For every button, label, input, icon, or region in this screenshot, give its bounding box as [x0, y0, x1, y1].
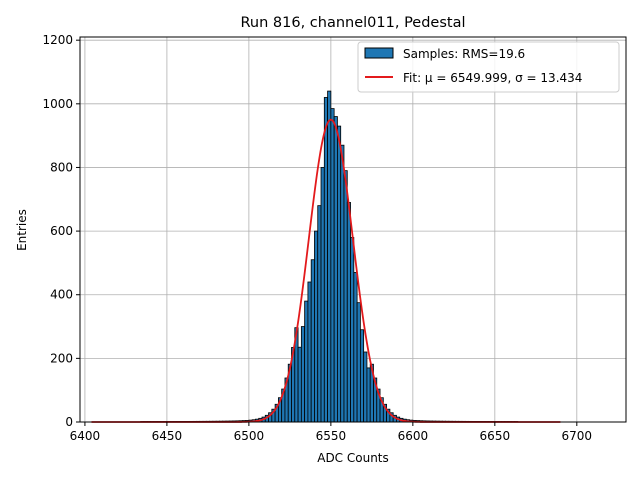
histogram-bar: [297, 346, 302, 423]
legend-box: [357, 41, 620, 93]
y-tick-label: 0: [65, 415, 73, 429]
legend-samples-label: Samples: RMS=19.6: [403, 47, 525, 61]
histogram-bar: [330, 108, 335, 423]
chart-title: Run 816, channel011, Pedestal: [240, 15, 465, 31]
x-axis-label: ADC Counts: [317, 451, 389, 465]
y-tick-label: 600: [50, 224, 73, 238]
plot-frame: [79, 36, 627, 423]
histogram-bar: [353, 272, 358, 423]
x-tick-label: 6600: [398, 429, 429, 443]
histogram-bar: [327, 90, 332, 423]
y-axis-label: Entries: [15, 209, 29, 251]
y-tick-label: 1200: [42, 33, 73, 47]
y-tick-label: 1000: [42, 97, 73, 111]
y-tick-label: 400: [50, 288, 73, 302]
histogram-bar: [310, 259, 315, 423]
x-tick-label: 6400: [70, 429, 101, 443]
histogram-bar: [359, 329, 365, 423]
x-tick-label: 6500: [234, 429, 265, 443]
histogram-bar: [356, 302, 361, 423]
histogram-bar: [320, 167, 325, 423]
x-tick-label: 6650: [480, 429, 511, 443]
histogram-bar: [363, 351, 368, 423]
legend: Samples: RMS=19.6 Fit: μ = 6549.999, σ =…: [357, 41, 620, 93]
histogram-bar: [333, 116, 338, 423]
histogram-bar: [337, 125, 342, 423]
histogram-bar: [346, 202, 351, 423]
legend-fit-label: Fit: μ = 6549.999, σ = 13.434: [403, 71, 582, 85]
histogram-bar: [366, 367, 371, 423]
histogram-bar: [314, 230, 319, 423]
histogram-bar: [317, 205, 322, 423]
histogram-bar: [350, 237, 355, 423]
histogram-bar: [304, 300, 309, 423]
x-tick-label: 6450: [152, 429, 183, 443]
x-tick-label: 6550: [316, 429, 347, 443]
x-tick-label: 6700: [562, 429, 593, 443]
y-tick-label: 800: [50, 160, 73, 174]
y-axis-ticks: 0 200 400 600 800 1000 1200: [42, 33, 80, 429]
histogram-bar: [343, 170, 348, 423]
histogram-bar: [307, 281, 312, 423]
x-axis-ticks: 6400 6450 6500 6550 6600 6650 6700: [70, 422, 592, 443]
y-tick-label: 200: [50, 351, 73, 365]
histogram-bar: [300, 326, 306, 423]
histogram-bar: [340, 144, 345, 423]
legend-samples-swatch: [364, 47, 394, 59]
histogram-bar: [323, 97, 328, 423]
